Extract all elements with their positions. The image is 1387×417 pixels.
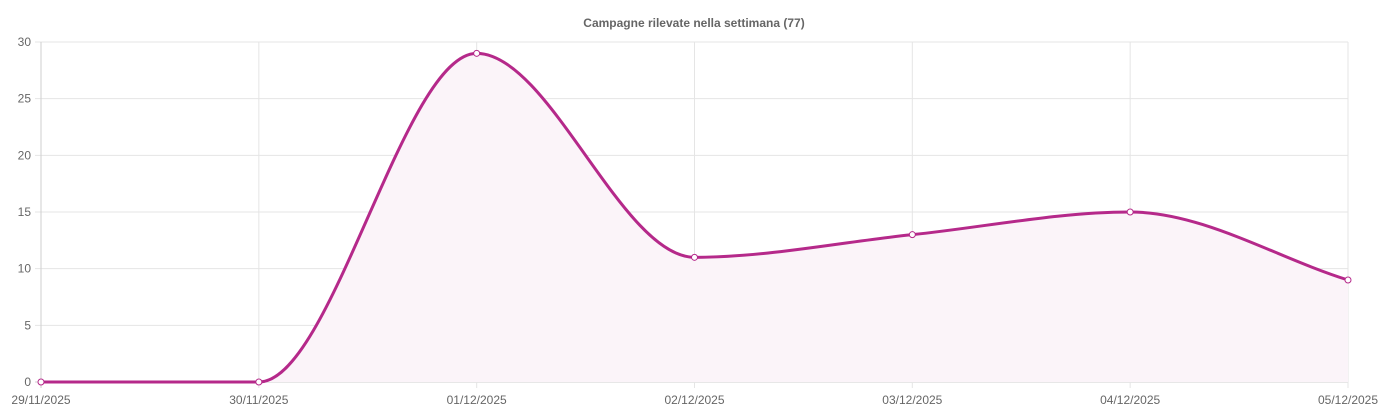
y-axis-ticks: 0 5 10 15 20 25 30 — [18, 35, 32, 389]
data-point — [908, 231, 916, 239]
area-layer — [41, 53, 1348, 382]
data-point — [255, 378, 263, 386]
y-tick-label: 0 — [24, 375, 31, 389]
x-tick-label: 01/12/2025 — [447, 393, 507, 407]
point-layer — [37, 49, 1352, 386]
chart-title: Campagne rilevate nella settimana (77) — [583, 16, 804, 30]
series-area — [41, 53, 1348, 382]
y-tick-label: 10 — [18, 262, 32, 276]
y-tick-label: 25 — [18, 92, 32, 106]
data-point — [1126, 208, 1134, 216]
y-tick-label: 30 — [18, 35, 32, 49]
data-point — [1344, 276, 1352, 284]
x-tick-label: 02/12/2025 — [664, 393, 724, 407]
data-point — [691, 253, 698, 261]
x-tick-label: 29/11/2025 — [11, 393, 70, 407]
x-axis-ticks: 29/11/2025 30/11/2025 01/12/2025 02/12/2025… — [11, 393, 1378, 407]
x-tick-label: 30/11/2025 — [229, 393, 288, 407]
data-point — [37, 378, 45, 386]
y-tick-label: 15 — [18, 205, 32, 219]
y-tick-label: 20 — [18, 148, 32, 162]
y-tick-label: 5 — [24, 318, 31, 332]
x-tick-label: 03/12/2025 — [882, 393, 942, 407]
x-tick-label: 04/12/2025 — [1100, 393, 1160, 407]
data-point — [473, 49, 481, 57]
x-tick-label: 05/12/2025 — [1318, 393, 1378, 407]
